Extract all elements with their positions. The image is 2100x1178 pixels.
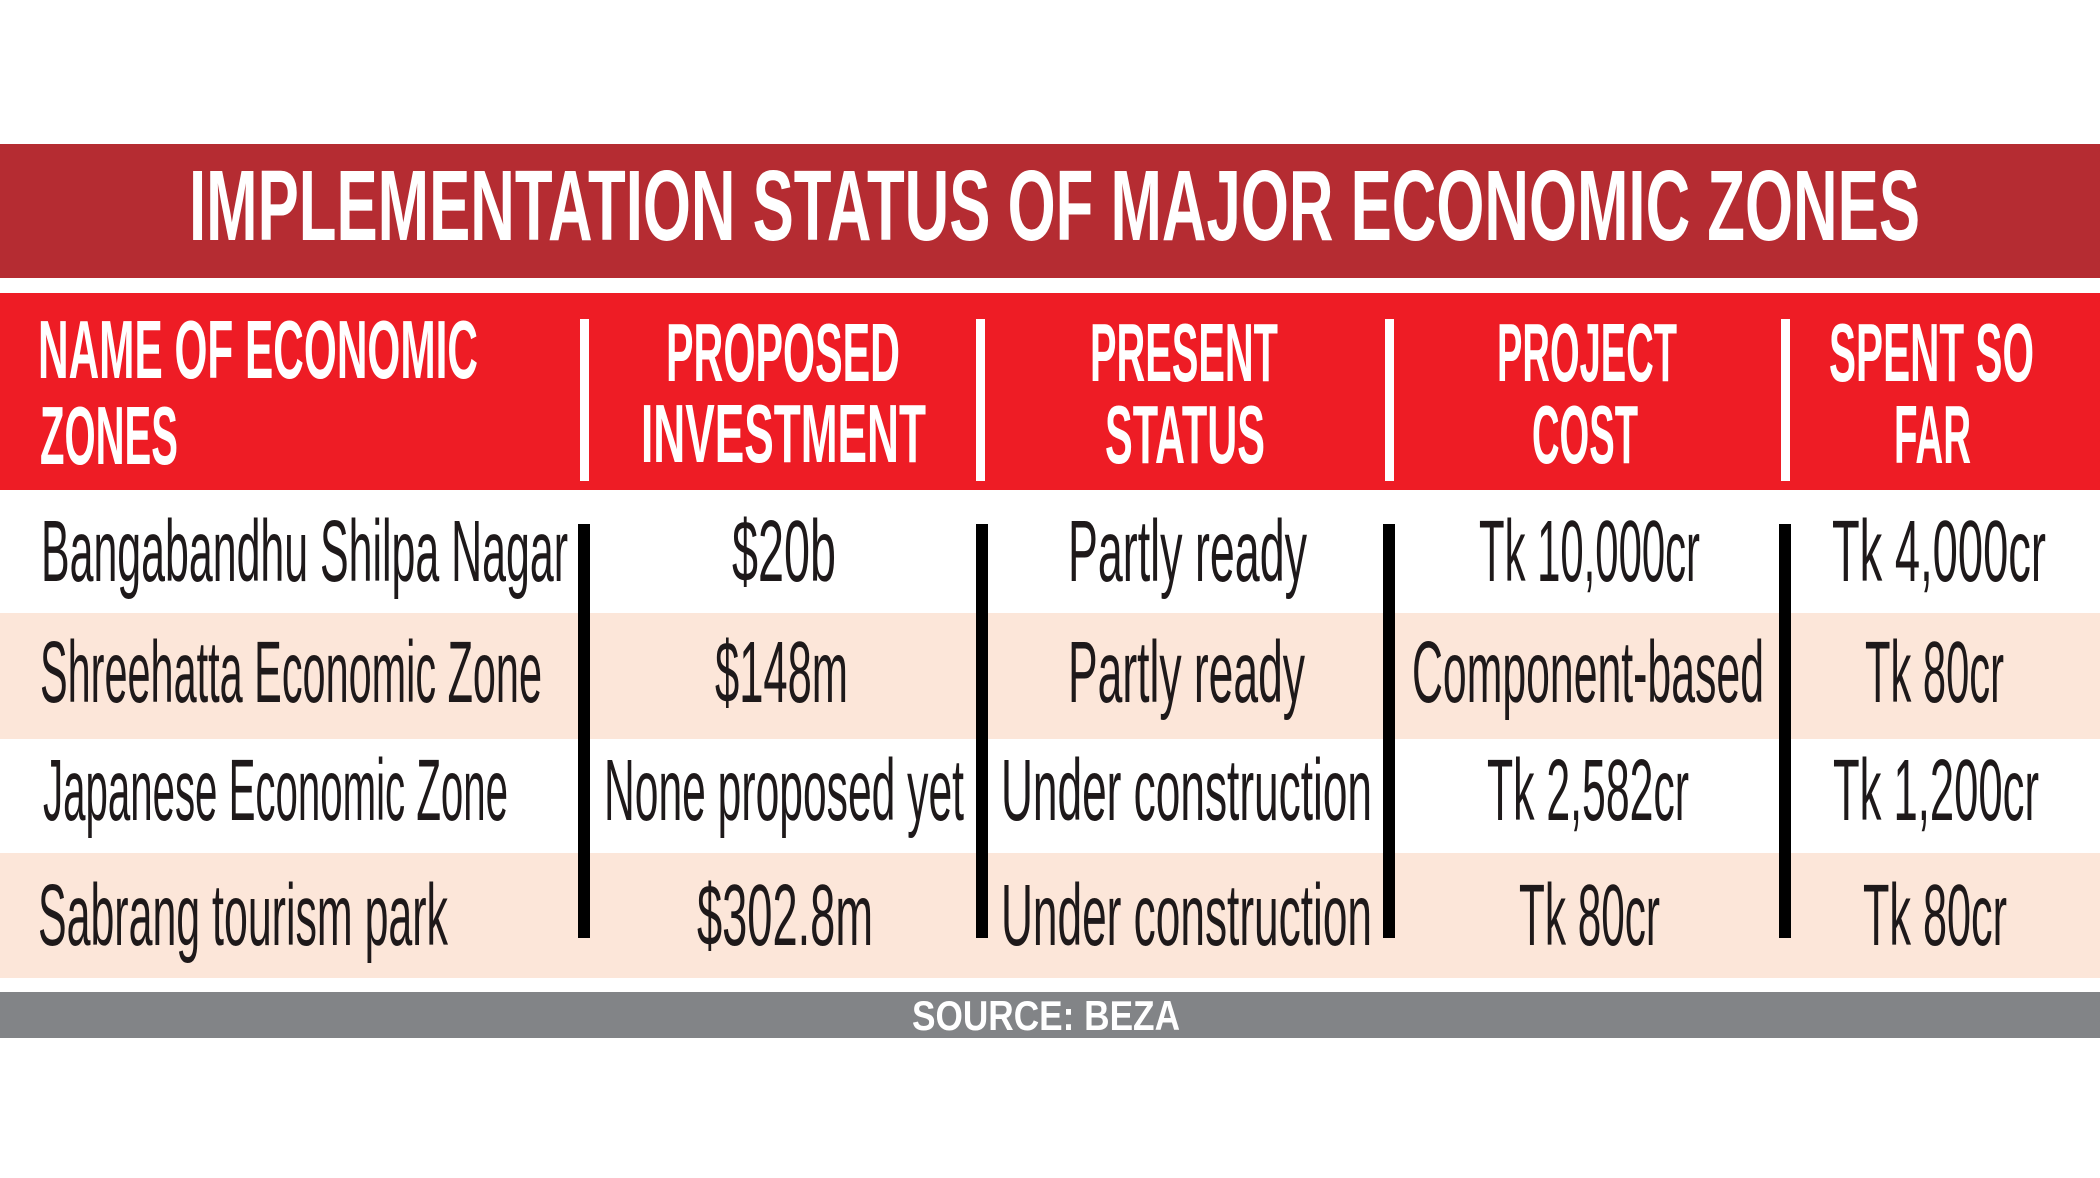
svg-text:SPENT SO: SPENT SO [1829, 306, 2034, 399]
svg-text:STATUS: STATUS [1105, 388, 1265, 481]
svg-text:Bangabandhu Shilpa Nagar: Bangabandhu Shilpa Nagar [41, 503, 568, 600]
svg-text:COST: COST [1532, 388, 1638, 481]
svg-text:Shreehatta Economic Zone: Shreehatta Economic Zone [40, 624, 542, 721]
svg-text:Partly ready: Partly ready [1068, 503, 1307, 600]
svg-text:Tk 4,000cr: Tk 4,000cr [1832, 503, 2046, 600]
svg-text:Tk 80cr: Tk 80cr [1519, 867, 1660, 964]
svg-text:$302.8m: $302.8m [697, 867, 873, 964]
svg-text:NAME OF ECONOMIC: NAME OF ECONOMIC [38, 303, 478, 396]
svg-text:FAR: FAR [1894, 388, 1971, 481]
svg-text:Tk 80cr: Tk 80cr [1865, 624, 2004, 721]
svg-text:ZONES: ZONES [40, 389, 178, 482]
svg-text:Tk 1,200cr: Tk 1,200cr [1833, 742, 2039, 839]
svg-text:IMPLEMENTATION STATUS OF MAJOR: IMPLEMENTATION STATUS OF MAJOR ECONOMIC … [189, 150, 1920, 262]
svg-text:$148m: $148m [715, 624, 848, 721]
svg-text:Component-based: Component-based [1412, 624, 1764, 721]
svg-text:SOURCE: BEZA: SOURCE: BEZA [912, 992, 1180, 1039]
svg-text:Sabrang tourism park: Sabrang tourism park [38, 867, 448, 964]
svg-text:Tk 80cr: Tk 80cr [1863, 867, 2007, 964]
svg-text:Tk 10,000cr: Tk 10,000cr [1479, 503, 1700, 600]
svg-text:PRESENT: PRESENT [1090, 306, 1278, 399]
svg-text:None proposed yet: None proposed yet [604, 742, 964, 839]
svg-text:PROPOSED: PROPOSED [666, 306, 900, 399]
svg-text:Under construction: Under construction [1001, 742, 1372, 839]
svg-text:Under construction: Under construction [1001, 867, 1372, 964]
svg-text:Tk 2,582cr: Tk 2,582cr [1487, 742, 1689, 839]
svg-text:PROJECT: PROJECT [1497, 306, 1677, 399]
svg-text:Japanese Economic Zone: Japanese Economic Zone [43, 742, 508, 839]
svg-text:INVESTMENT: INVESTMENT [641, 387, 926, 480]
svg-text:$20b: $20b [732, 503, 836, 600]
svg-text:Partly ready: Partly ready [1068, 624, 1305, 721]
